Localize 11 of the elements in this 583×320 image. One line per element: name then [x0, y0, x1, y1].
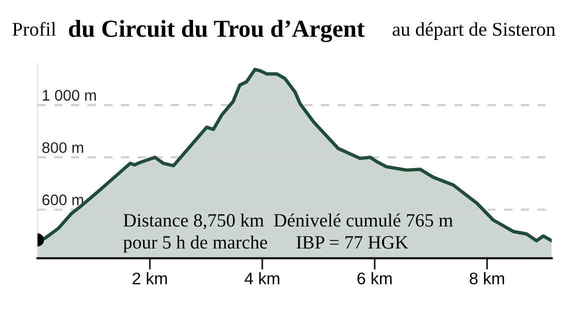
annotation: pour 5 h de marche IBP = 77 HGK — [123, 236, 408, 252]
y-tick-label: 1 000 m — [42, 90, 96, 101]
annotation: Distance 8,750 km Dénivelé cumulé 765 m — [124, 213, 453, 230]
chart-title: du Circuit du Trou d’Argent — [68, 20, 365, 42]
y-tick-label: 800 m — [42, 142, 84, 154]
text: au départ de Sisteron — [392, 22, 556, 40]
x-tick-label: 2 km — [132, 272, 167, 284]
x-tick-label: 4 km — [244, 272, 280, 284]
x-tick-label: 8 km — [470, 272, 504, 284]
text: Profil — [12, 22, 56, 36]
x-tick-label: 6 km — [357, 272, 392, 284]
